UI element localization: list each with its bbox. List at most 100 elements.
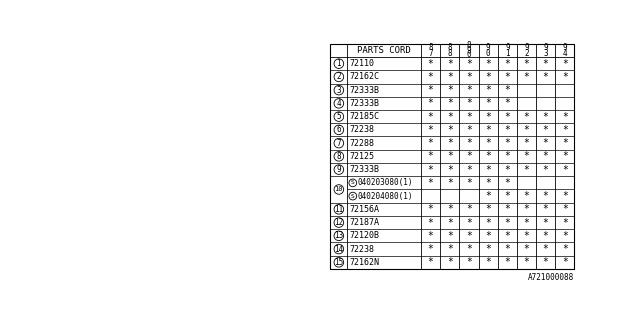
Text: 72288: 72288 <box>349 139 374 148</box>
Text: *: * <box>562 204 568 214</box>
Text: *: * <box>504 218 510 228</box>
Text: *: * <box>466 85 472 95</box>
Text: *: * <box>428 59 433 69</box>
Text: 040204080(1): 040204080(1) <box>358 192 413 201</box>
Text: *: * <box>428 204 433 214</box>
Text: *: * <box>524 112 529 122</box>
Text: *: * <box>447 72 452 82</box>
Text: 72156A: 72156A <box>349 205 380 214</box>
Text: 72120B: 72120B <box>349 231 380 240</box>
Text: *: * <box>485 244 491 254</box>
Text: 9: 9 <box>467 46 471 55</box>
Text: *: * <box>524 191 529 201</box>
Text: 11: 11 <box>334 205 344 214</box>
Text: PARTS CORD: PARTS CORD <box>357 46 411 55</box>
Text: *: * <box>466 151 472 161</box>
Text: *: * <box>562 125 568 135</box>
Text: *: * <box>562 231 568 241</box>
Text: 72110: 72110 <box>349 59 374 68</box>
Text: *: * <box>504 164 510 175</box>
Text: 72333B: 72333B <box>349 86 380 95</box>
Text: A721000088: A721000088 <box>527 274 573 283</box>
Text: *: * <box>485 85 491 95</box>
Text: 8: 8 <box>428 43 433 52</box>
Text: *: * <box>447 164 452 175</box>
Text: *: * <box>485 231 491 241</box>
Text: 72185C: 72185C <box>349 112 380 121</box>
Text: *: * <box>466 231 472 241</box>
Text: *: * <box>485 98 491 108</box>
Text: *: * <box>524 138 529 148</box>
Text: *: * <box>543 59 548 69</box>
Text: *: * <box>485 178 491 188</box>
Text: *: * <box>524 257 529 267</box>
Text: *: * <box>504 98 510 108</box>
Text: *: * <box>524 151 529 161</box>
Text: *: * <box>466 218 472 228</box>
Text: *: * <box>447 257 452 267</box>
Text: 8: 8 <box>447 43 452 52</box>
Text: *: * <box>504 244 510 254</box>
Text: 0: 0 <box>467 50 471 59</box>
Text: *: * <box>485 191 491 201</box>
Text: *: * <box>504 112 510 122</box>
Text: 6: 6 <box>337 125 341 134</box>
Text: 1: 1 <box>337 59 341 68</box>
Text: *: * <box>562 72 568 82</box>
Text: 9: 9 <box>505 43 509 52</box>
Text: *: * <box>466 72 472 82</box>
Text: S: S <box>351 194 355 199</box>
Text: 12: 12 <box>334 218 344 227</box>
Text: 9: 9 <box>563 43 567 52</box>
Text: *: * <box>543 138 548 148</box>
Text: *: * <box>447 218 452 228</box>
Text: *: * <box>428 257 433 267</box>
Text: *: * <box>562 138 568 148</box>
Text: *: * <box>447 125 452 135</box>
Text: *: * <box>562 218 568 228</box>
Text: *: * <box>447 112 452 122</box>
Text: *: * <box>504 178 510 188</box>
Text: *: * <box>485 164 491 175</box>
Text: 9: 9 <box>337 165 341 174</box>
Text: 9: 9 <box>543 43 548 52</box>
Text: 72238: 72238 <box>349 244 374 253</box>
Bar <box>80 38 328 285</box>
Text: *: * <box>524 125 529 135</box>
Text: *: * <box>447 204 452 214</box>
Text: *: * <box>543 151 548 161</box>
Text: *: * <box>524 164 529 175</box>
Text: 3: 3 <box>337 86 341 95</box>
Text: S: S <box>351 180 355 185</box>
Text: *: * <box>524 218 529 228</box>
Text: *: * <box>485 72 491 82</box>
Text: *: * <box>428 125 433 135</box>
Text: *: * <box>543 244 548 254</box>
Text: 72187A: 72187A <box>349 218 380 227</box>
Text: 4: 4 <box>563 49 567 58</box>
Text: 8: 8 <box>467 42 471 51</box>
Text: *: * <box>524 72 529 82</box>
Text: *: * <box>504 151 510 161</box>
Text: *: * <box>428 112 433 122</box>
Text: *: * <box>524 204 529 214</box>
Text: *: * <box>447 231 452 241</box>
Text: *: * <box>562 244 568 254</box>
Text: *: * <box>428 72 433 82</box>
Text: *: * <box>447 151 452 161</box>
Text: *: * <box>466 59 472 69</box>
Text: *: * <box>543 125 548 135</box>
Text: *: * <box>485 151 491 161</box>
Text: *: * <box>543 191 548 201</box>
Text: 2: 2 <box>337 72 341 81</box>
Text: 72125: 72125 <box>349 152 374 161</box>
Text: *: * <box>562 191 568 201</box>
Text: *: * <box>485 257 491 267</box>
Text: *: * <box>543 72 548 82</box>
Text: *: * <box>466 98 472 108</box>
Text: *: * <box>428 138 433 148</box>
Text: 72238: 72238 <box>349 125 374 134</box>
Text: *: * <box>485 112 491 122</box>
Text: *: * <box>466 244 472 254</box>
Text: *: * <box>447 59 452 69</box>
